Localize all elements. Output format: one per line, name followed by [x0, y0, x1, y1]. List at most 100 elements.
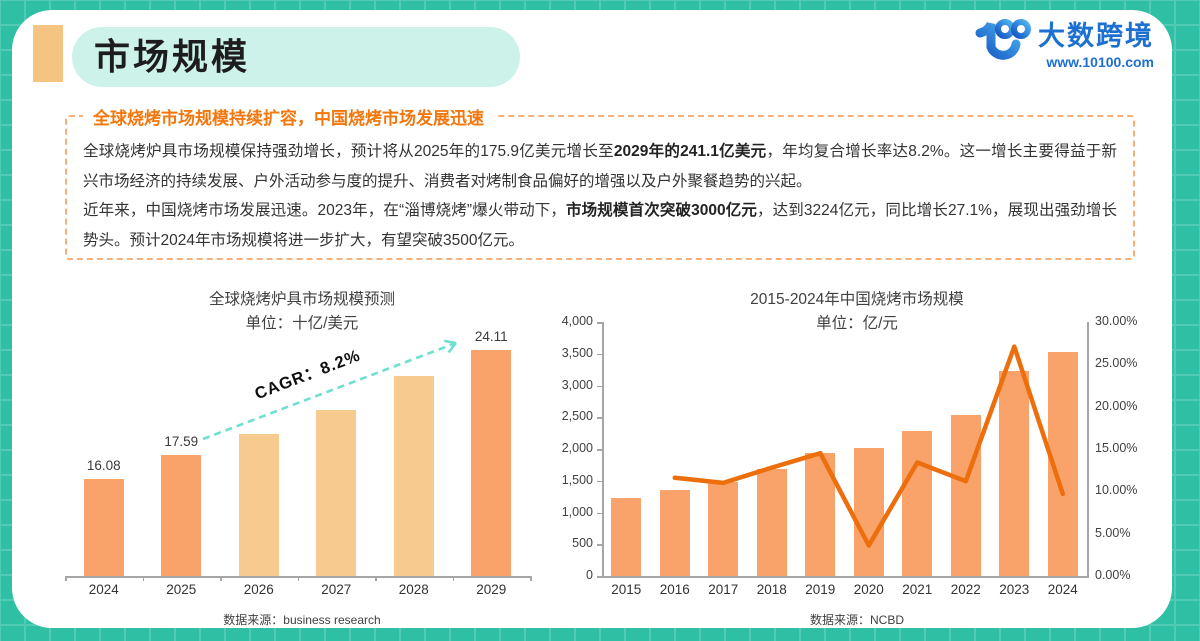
bar-2029	[471, 350, 512, 576]
x-axis-label: 2022	[950, 582, 981, 597]
x-axis-label: 2018	[756, 582, 787, 597]
bar-2026	[238, 433, 279, 576]
bar-2020	[853, 448, 884, 576]
left-axis-tick	[597, 576, 602, 578]
x-axis-tick	[452, 576, 454, 581]
left-axis-tick	[597, 385, 602, 387]
callout-paragraph: 近年来，中国烧烤市场发展迅速。2023年，在“淄博烧烤”爆火带动下，市场规模首次…	[83, 196, 1117, 255]
callout-heading: 全球烧烤市场规模持续扩容，中国烧烤市场发展迅速	[83, 104, 494, 129]
body-text: 全球烧烤炉具市场规模保持强劲增长，预计将从2025年的175.9亿美元增长至	[83, 143, 614, 160]
chart-title: 2015-2024年中国烧烤市场规模	[750, 291, 964, 308]
logo: 大数跨境 www.10100.com	[972, 14, 1154, 70]
body-text: ，年均复合增长率达8.2%。这一增长主要得益于新兴市场经济的持续发展、户外活动参…	[83, 143, 1117, 190]
left-axis-label: 1,500	[561, 472, 593, 487]
x-axis-tick	[375, 576, 377, 581]
title-accent-block	[33, 25, 63, 82]
chart-subtitle: 单位：亿/元	[816, 315, 898, 332]
title-pill: 市场规模	[72, 27, 520, 87]
content-card: 市场规模 大数跨境 www.10100.com 全球烧烤市场规模持续扩容，中国烧…	[12, 10, 1172, 628]
right-axis-label: 0.00%	[1095, 568, 1131, 582]
x-axis-label: 2024	[88, 582, 119, 597]
data-label: 16.08	[86, 457, 121, 473]
x-axis-label: 2016	[659, 582, 690, 597]
bar-2017	[708, 482, 739, 576]
left-axis-tick	[597, 544, 602, 546]
bar-2024	[1047, 351, 1078, 576]
x-axis-tick	[142, 576, 144, 581]
callout-box: 全球烧烤市场规模持续扩容，中国烧烤市场发展迅速 全球烧烤炉具市场规模保持强劲增长…	[65, 104, 1135, 260]
x-axis-label: 2026	[243, 582, 274, 597]
logo-text: 大数跨境	[1038, 21, 1154, 51]
x-axis-label: 2017	[708, 582, 739, 597]
left-axis-label: 2,500	[561, 409, 593, 424]
left-axis-tick	[597, 512, 602, 514]
right-axis-label: 20.00%	[1095, 398, 1138, 413]
x-axis-tick	[220, 576, 222, 581]
chart-source: 数据来源：business research	[223, 613, 381, 627]
x-axis-label: 2015	[611, 582, 642, 597]
bar-2015	[611, 498, 642, 576]
callout-body: 全球烧烤炉具市场规模保持强劲增长，预计将从2025年的175.9亿美元增长至20…	[67, 117, 1133, 255]
x-axis-tick	[530, 576, 532, 581]
bar-2028	[393, 376, 434, 576]
bar-2024	[83, 478, 124, 576]
logo-url: www.10100.com	[1046, 54, 1154, 70]
x-axis-label: 2019	[805, 582, 836, 597]
x-axis-label: 2021	[902, 582, 933, 597]
x-axis-label: 2028	[398, 582, 429, 597]
callout-paragraph: 全球烧烤炉具市场规模保持强劲增长，预计将从2025年的175.9亿美元增长至20…	[83, 137, 1117, 196]
x-axis-tick	[297, 576, 299, 581]
x-axis-label: 2024	[1047, 582, 1078, 597]
left-axis-label: 0	[586, 568, 593, 582]
right-axis-label: 5.00%	[1095, 525, 1131, 540]
left-axis-tick	[597, 449, 602, 451]
highlighted-text: 市场规模首次突破3000亿元	[566, 202, 757, 219]
right-axis-label: 15.00%	[1095, 441, 1138, 455]
left-axis-tick	[597, 417, 602, 419]
body-text: 近年来，中国烧烤市场发展迅速。2023年，在“淄博烧烤”爆火带动下，	[83, 202, 567, 219]
charts-row: 全球烧烤炉具市场规模预测 单位：十亿/美元 2024 16.08 2025 17.59 20…	[12, 285, 1172, 630]
logo-100-icon	[975, 19, 1031, 60]
bar-2022	[950, 415, 981, 576]
cagr-annotation: CAGR：8.2%	[252, 346, 364, 404]
chart-global-bbq-forecast: 全球烧烤炉具市场规模预测 单位：十亿/美元 2024 16.08 2025 17.59 20…	[62, 285, 542, 630]
chart-subtitle: 单位：十亿/美元	[245, 315, 359, 332]
bar-2027	[316, 409, 357, 576]
left-axis-tick	[597, 322, 602, 324]
bar-2018	[756, 468, 787, 576]
x-axis-label: 2020	[853, 582, 884, 597]
right-axis-line	[1087, 322, 1089, 576]
chart-china-bbq-market: 2015-2024年中国烧烤市场规模 单位：亿/元 0 500 1,000 1,500 2,…	[557, 285, 1157, 630]
left-axis-label: 3,000	[561, 377, 593, 392]
x-axis-line	[602, 576, 1089, 578]
chart-title: 全球烧烤炉具市场规模预测	[208, 291, 395, 308]
bar-2016	[659, 489, 690, 576]
left-axis-label: 4,000	[561, 314, 593, 328]
x-axis-label: 2025	[166, 582, 197, 597]
left-axis-label: 2,000	[561, 441, 593, 455]
left-axis-tick	[597, 480, 602, 483]
bar-2021	[902, 430, 933, 576]
x-axis-label: 2029	[476, 582, 507, 597]
left-axis-tick	[597, 353, 602, 356]
data-label: 17.59	[164, 433, 199, 449]
bar-2023	[999, 371, 1030, 576]
right-axis-label: 25.00%	[1095, 356, 1138, 371]
x-axis-label: 2023	[999, 582, 1030, 597]
chart-source: 数据来源：NCBD	[809, 613, 904, 627]
left-axis-line	[602, 322, 604, 576]
right-axis-label: 10.00%	[1095, 483, 1138, 498]
bar-2019	[805, 453, 836, 576]
right-axis-label: 30.00%	[1095, 314, 1138, 328]
left-axis-label: 1,000	[561, 504, 593, 519]
x-axis-tick	[65, 576, 67, 581]
page-title: 市场规模	[94, 36, 251, 77]
bar-2025	[161, 454, 202, 576]
left-axis-label: 3,500	[561, 345, 593, 360]
body-text: ，达到3224亿元，同比增长27.1%，展现出强劲增长势头。预计2024年市场规…	[83, 202, 1118, 249]
data-label: 24.11	[474, 329, 508, 345]
highlighted-text: 2029年的241.1亿美元	[613, 143, 767, 160]
x-axis-label: 2027	[321, 582, 352, 597]
left-axis-label: 500	[572, 536, 593, 551]
